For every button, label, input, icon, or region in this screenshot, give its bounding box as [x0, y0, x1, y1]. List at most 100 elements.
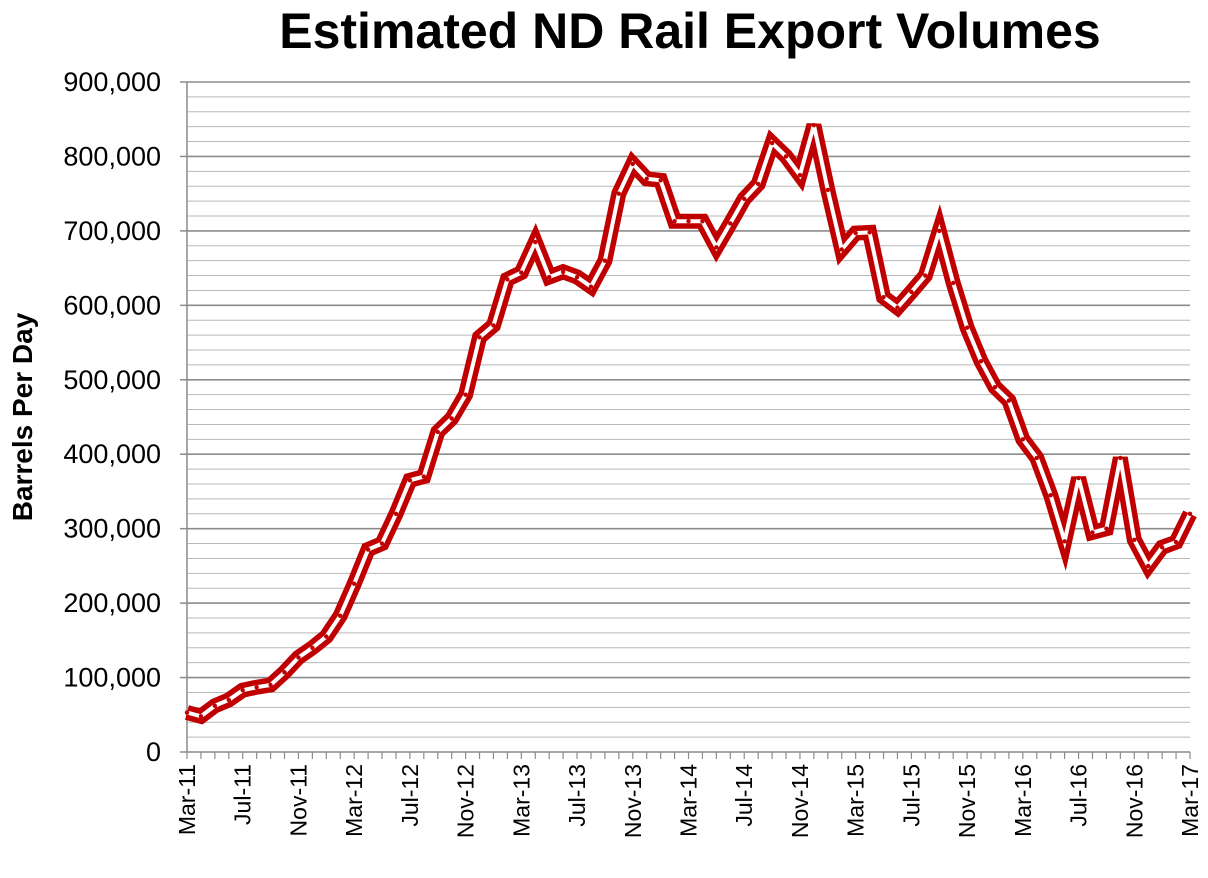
data-point	[964, 325, 970, 330]
x-tick-label: Nov-12	[453, 764, 479, 838]
gridlines	[187, 81, 1190, 738]
data-point	[1006, 398, 1012, 403]
data-point	[992, 385, 998, 390]
data-point	[1048, 492, 1053, 498]
x-tick-label: Mar-17	[1177, 764, 1203, 837]
x-tick-label: Nov-16	[1121, 764, 1147, 838]
y-tick-label: 200,000	[63, 588, 161, 618]
data-point	[1146, 563, 1151, 569]
y-tick-label: 800,000	[63, 141, 161, 171]
data-point	[769, 140, 775, 146]
y-tick-label: 100,000	[63, 663, 161, 693]
data-point	[1187, 511, 1193, 516]
x-tick-label: Nov-15	[954, 764, 980, 838]
x-tick-label: Mar-14	[676, 764, 702, 837]
y-tick-label: 500,000	[63, 365, 161, 395]
series-layer	[184, 122, 1197, 725]
data-point	[895, 305, 900, 310]
data-point	[923, 273, 928, 278]
data-point	[588, 284, 594, 289]
x-tick-label: Jul-11	[230, 764, 256, 825]
x-tick-label: Jul-14	[731, 764, 757, 827]
data-point	[1104, 526, 1109, 531]
data-point	[1020, 437, 1026, 442]
chart-title: Estimated ND Rail Export Volumes	[279, 3, 1100, 59]
data-point	[616, 191, 622, 196]
data-point	[867, 230, 872, 235]
data-point	[560, 269, 566, 275]
data-point	[226, 697, 231, 703]
data-point	[658, 178, 663, 183]
data-point	[1132, 537, 1137, 543]
x-tick-label: Jul-15	[898, 764, 924, 827]
data-point	[853, 230, 858, 236]
data-point	[421, 474, 427, 479]
x-tick-label: Mar-11	[174, 764, 200, 835]
data-point	[184, 710, 190, 715]
data-point	[240, 688, 245, 693]
data-point	[672, 219, 677, 224]
data-point	[937, 228, 942, 234]
series-0	[184, 122, 1197, 725]
x-tick-label: Mar-16	[1010, 764, 1036, 837]
data-point	[546, 274, 552, 280]
data-point	[1076, 475, 1081, 481]
data-point	[282, 670, 287, 675]
data-point	[839, 247, 844, 252]
data-point	[254, 685, 259, 690]
data-point	[379, 541, 385, 546]
data-point	[491, 323, 496, 328]
data-point	[449, 416, 454, 421]
data-point	[1034, 455, 1039, 461]
data-point	[686, 219, 691, 224]
data-point	[644, 176, 649, 181]
data-point	[1173, 539, 1179, 545]
data-point	[881, 294, 886, 300]
data-point	[198, 714, 204, 719]
data-point	[505, 277, 510, 282]
data-point	[797, 172, 803, 178]
data-point	[477, 335, 482, 340]
data-point	[978, 358, 984, 364]
x-tick-label: Jul-13	[564, 764, 590, 827]
data-point	[825, 187, 831, 193]
data-point	[365, 547, 371, 552]
y-tick-label: 0	[146, 737, 161, 767]
data-point	[728, 221, 733, 226]
data-point	[212, 703, 218, 709]
axes	[180, 81, 1191, 759]
data-point	[338, 613, 343, 618]
data-point	[755, 181, 761, 187]
y-tick-label: 900,000	[63, 67, 161, 97]
x-tick-label: Mar-15	[843, 764, 869, 837]
series-line	[185, 123, 1197, 725]
y-tick-labels: 0 100,000 200,000 300,000 400,000 500,000 600,…	[63, 67, 161, 767]
data-point	[1062, 539, 1067, 544]
data-point	[630, 161, 635, 167]
data-point	[268, 682, 273, 688]
data-point	[714, 245, 719, 250]
data-point	[324, 634, 329, 639]
data-point	[351, 581, 357, 586]
data-point	[533, 239, 538, 245]
x-tick-label: Jul-16	[1066, 764, 1092, 827]
data-point	[393, 511, 399, 516]
y-tick-label: 700,000	[63, 216, 161, 246]
data-point	[296, 655, 301, 660]
data-point	[1090, 530, 1095, 535]
x-tick-label: Mar-12	[341, 764, 367, 837]
data-point	[463, 392, 468, 397]
x-tick-labels: Mar-11 Jul-11 Nov-11 Mar-12 Jul-12 Nov-12 Mar-…	[174, 764, 1203, 838]
data-point	[700, 219, 705, 224]
data-point	[811, 122, 817, 128]
x-tick-label: Nov-13	[620, 764, 646, 838]
y-tick-label: 300,000	[63, 514, 161, 544]
data-point	[783, 154, 789, 159]
data-point	[909, 289, 914, 295]
data-point	[742, 196, 747, 202]
data-point	[519, 270, 524, 275]
data-point	[950, 280, 956, 286]
y-tick-label: 600,000	[63, 290, 161, 320]
data-point	[574, 274, 580, 280]
